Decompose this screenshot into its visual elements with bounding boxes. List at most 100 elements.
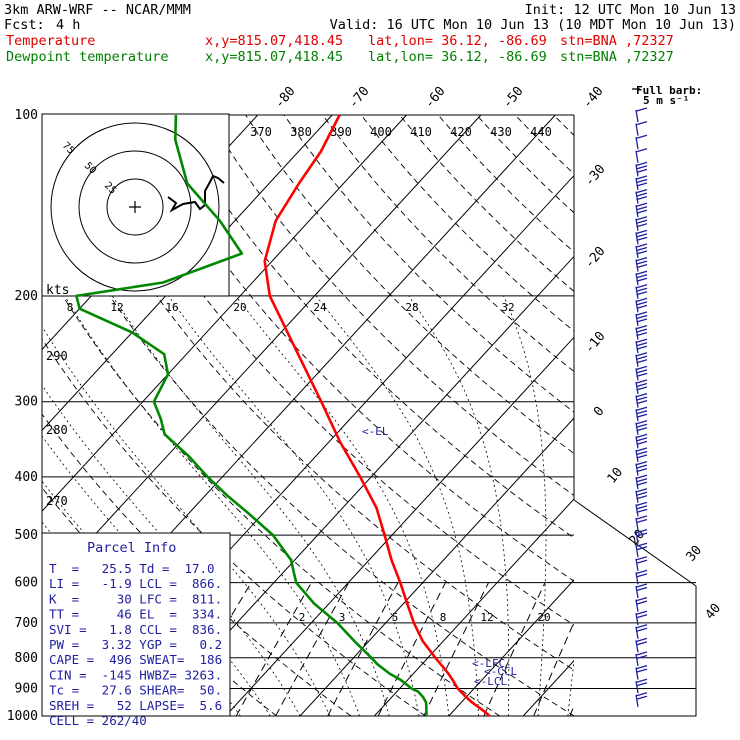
pressure-label-500: 500 (15, 528, 38, 543)
wind-barb (635, 474, 648, 490)
moist-adiabat (168, 295, 420, 716)
wind-barb (635, 433, 648, 449)
parcel-info-row: K = 30 LFC = 811. (49, 591, 222, 606)
parcel-info-panel: Parcel Info T = 25.5 Td = 17.0LI = -1.9 … (41, 532, 231, 728)
dewpoint-legend-latlon: lat,lon= 36.12, -86.69 (368, 49, 547, 65)
forecast-hour: 4 h (56, 17, 80, 33)
model-title: 3km ARW-WRF -- NCAR/MMM (4, 2, 191, 18)
theta-label: 270 (46, 494, 68, 508)
mixing-ratio-label: 2 (299, 611, 306, 624)
forecast-label: Fcst: (4, 17, 45, 33)
theta-e-label: 430 (490, 125, 512, 139)
theta-e-label: 440 (530, 125, 552, 139)
isotherm (374, 498, 574, 716)
mixing-ratio-label: 8 (440, 611, 447, 624)
mixing-ratio-label: 20 (537, 611, 550, 624)
init-time: Init: 12 UTC Mon 10 Jun 13 (525, 2, 736, 18)
isotherm (299, 417, 574, 716)
wind-barb (635, 365, 648, 381)
isotherm (448, 579, 574, 716)
dry-adiabat (206, 114, 574, 496)
wind-barb (635, 148, 648, 163)
mixing-ratio-line (533, 621, 574, 716)
wind-barb (635, 392, 648, 408)
hodograph-center-mark (129, 201, 141, 213)
isotherm (42, 114, 407, 512)
wind-barb (635, 420, 648, 435)
dewpoint-legend-xy: x,y=815.07,418.45 (205, 49, 343, 65)
wind-barb (635, 352, 648, 367)
wind-barb (635, 447, 648, 463)
isotherm (225, 336, 574, 716)
wind-barb (635, 692, 648, 707)
wind-barb (635, 175, 648, 191)
wind-barb (635, 583, 648, 599)
mixing-ratio-line (483, 582, 546, 716)
mixing-ratio-label: 24 (313, 301, 327, 314)
wind-barb (635, 569, 648, 585)
moist-adiabat (42, 325, 331, 716)
wind-barb (635, 216, 648, 231)
wind-barb (635, 678, 648, 694)
parcel-info-row: CELL = 262/40 (49, 713, 147, 728)
parcel-info-row: CAPE = 496 SWEAT= 186 (49, 652, 222, 667)
theta-e-label: 390 (330, 125, 352, 139)
pressure-label-300: 300 (15, 395, 38, 410)
temperature-legend-xy: x,y=815.07,418.45 (205, 33, 343, 49)
parcel-info-row: SVI = 1.8 CCL = 836. (49, 622, 222, 637)
mixing-ratio-label: 8 (67, 301, 74, 314)
isotherm (150, 255, 574, 716)
pressure-label-600: 600 (15, 576, 38, 591)
pressure-label-700: 700 (15, 616, 38, 631)
wind-barb (635, 161, 648, 177)
wind-barb (635, 624, 648, 639)
wind-barb (635, 610, 648, 626)
pressure-tick-labels: 100 200 300 400 500 600 700 800 900 1000 (7, 108, 38, 724)
temperature-legend-label: Temperature (6, 33, 95, 49)
wind-barb (635, 134, 648, 150)
barb-legend: Full barb: 5 m s⁻¹ (632, 84, 702, 107)
sounding-traces (75, 114, 491, 717)
theta-e-label: 380 (290, 125, 312, 139)
wind-barb (635, 202, 648, 218)
wind-barb (635, 501, 648, 517)
dry-adiabat (245, 114, 574, 455)
wind-barb (635, 542, 648, 558)
mixing-ratio-label: 16 (165, 301, 178, 314)
wind-barb (635, 324, 648, 340)
temperature-trace (263, 114, 491, 717)
wind-barb (635, 243, 648, 259)
wind-barb (635, 338, 648, 354)
wind-barb (635, 651, 648, 667)
lower-level-box (573, 499, 697, 717)
parcel-info-row: T = 25.5 Td = 17.0 (49, 561, 215, 576)
wind-barb (635, 556, 648, 571)
dewpoint-trace (75, 114, 428, 717)
wind-barbs (635, 107, 648, 707)
wind-barb (635, 270, 648, 286)
hodograph-ring-75 (50, 122, 220, 292)
isotherm (42, 114, 333, 432)
hodograph-ring-25 (106, 178, 164, 236)
mixing-ratio-label: 28 (405, 301, 418, 314)
hodograph-trace (167, 174, 225, 213)
el-marker: <-EL (362, 425, 389, 438)
wind-barb (635, 528, 648, 544)
hodograph-inset: 75 50 25 kts (41, 113, 230, 298)
hodograph-ring-50 (78, 150, 192, 264)
pressure-label-400: 400 (15, 470, 38, 485)
theta-label: 290 (46, 349, 68, 363)
parcel-info-row: SREH = 52 LAPSE= 5.6 (49, 698, 222, 713)
parcel-info-title: Parcel Info (87, 540, 176, 556)
mixing-ratio-label: 3 (339, 611, 346, 624)
pressure-label-100: 100 (15, 108, 38, 123)
wind-barb (635, 664, 648, 680)
lfc-marker: <-LFC (472, 657, 505, 670)
theta-e-label: 420 (450, 125, 472, 139)
theta-e-label: 410 (410, 125, 432, 139)
pressure-label-1000: 1000 (7, 709, 38, 724)
parcel-info-row: Tc = 27.6 SHEAR= 50. (49, 683, 222, 698)
mixing-ratio-labels: 8 12 16 20 24 28 32 2 3 5 8 12 20 (67, 301, 551, 624)
pressure-label-200: 200 (15, 289, 38, 304)
